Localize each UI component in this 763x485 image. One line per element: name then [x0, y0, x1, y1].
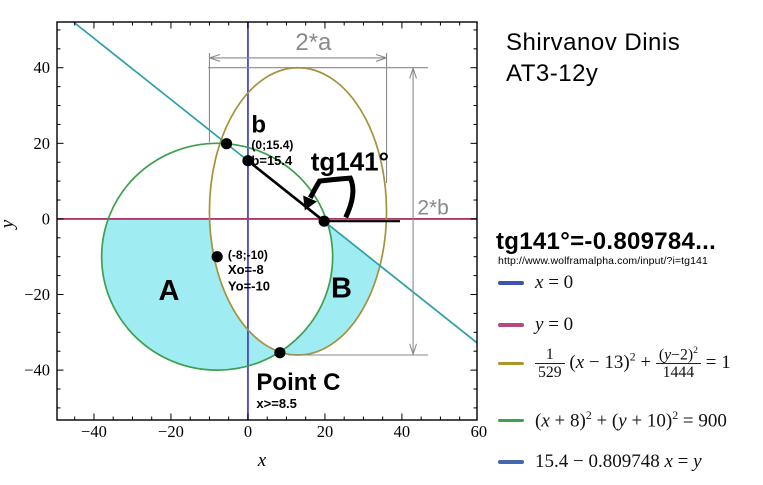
- plot-label-8: (-8;-10): [228, 248, 268, 262]
- plot-label-1: 2*b: [417, 196, 449, 219]
- x-tick-label: −20: [158, 422, 184, 441]
- legend-swatch: [498, 323, 524, 327]
- curved-arrow: [308, 175, 356, 219]
- group-code: AT3-12y: [506, 60, 599, 87]
- shaded-region-A: [101, 218, 281, 371]
- y-tick-label: 20: [34, 134, 51, 153]
- plot-label-9: Xo=-8: [228, 262, 264, 277]
- arrowhead: [412, 343, 418, 355]
- legend-swatch: [498, 418, 524, 423]
- legend-swatch: [498, 460, 524, 464]
- legend-item-y-axis-line: y = 0: [498, 314, 573, 336]
- y-axis-title: y: [0, 219, 18, 230]
- legend-equation: 15.4 − 0.809748 x = y: [535, 451, 702, 472]
- x-tick-label: 0: [244, 422, 252, 441]
- marked-point-2: [211, 251, 223, 263]
- x-tick-label: 20: [317, 422, 334, 441]
- marked-point-0: [220, 138, 233, 150]
- y-tick-label: 40: [34, 58, 51, 77]
- marked-point-3: [318, 215, 330, 227]
- legend-item-circle: (x + 8)2 + (y + 10)2 = 900: [498, 409, 727, 432]
- plot-label-4: b=15.4: [251, 153, 293, 168]
- angle-side-0: [247, 159, 325, 223]
- arrowhead: [375, 57, 387, 62]
- legend-item-tangent-line: 15.4 − 0.809748 x = y: [498, 451, 702, 473]
- x-axis-title: x: [257, 450, 267, 471]
- plot-label-3: (0;15.4): [251, 138, 293, 152]
- curve-circle: [100, 142, 334, 371]
- legend-swatch: [498, 281, 524, 285]
- plot-label-6: A: [159, 275, 180, 307]
- x-tick-label: 40: [394, 422, 411, 441]
- marked-point-1: [242, 155, 254, 167]
- arrowhead: [375, 53, 387, 59]
- legend-equation: y = 0: [535, 314, 574, 335]
- shaded-region-B: [280, 224, 380, 355]
- plot-label-10: Yo=-10: [228, 278, 270, 293]
- arrowhead: [409, 67, 414, 79]
- plot-label-2: b: [251, 112, 266, 139]
- tangent-value-text: tg141°=-0.809784...: [496, 228, 717, 255]
- plot-label-7: B: [331, 273, 352, 305]
- legend-swatch: [498, 361, 524, 366]
- arrowhead: [209, 53, 221, 59]
- plot-label-5: tg141°: [311, 147, 389, 177]
- arrowhead: [409, 343, 414, 355]
- plot-label-11: Point C: [256, 369, 340, 396]
- plot-label-12: x>=8.5: [256, 396, 297, 411]
- marked-point-4: [274, 347, 286, 359]
- legend-item-x-axis-line: x = 0: [498, 272, 573, 294]
- legend-item-ellipse: 1 529 (x − 13)2 + (y−2)2 1444 = 1: [498, 345, 731, 381]
- legend-equation: x = 0: [535, 272, 574, 293]
- arrowhead: [412, 67, 418, 79]
- y-tick-label: 0: [42, 209, 50, 228]
- y-tick-label: −20: [24, 285, 50, 304]
- arrowhead: [209, 57, 221, 62]
- x-tick-label: −40: [81, 422, 107, 441]
- plot-label-0: 2*a: [295, 29, 332, 56]
- x-tick-label: 60: [471, 422, 488, 441]
- author-name: Shirvanov Dinis: [506, 29, 681, 56]
- curved-arrow-head-icon: [303, 195, 317, 211]
- legend-equation: 1 529 (x − 13)2 + (y−2)2 1444 = 1: [535, 345, 731, 381]
- y-tick-label: −40: [24, 361, 50, 380]
- legend-equation: (x + 8)2 + (y + 10)2 = 900: [535, 409, 727, 432]
- wolframalpha-url: http://www.wolframalpha.com/input/?i=tg1…: [498, 255, 708, 267]
